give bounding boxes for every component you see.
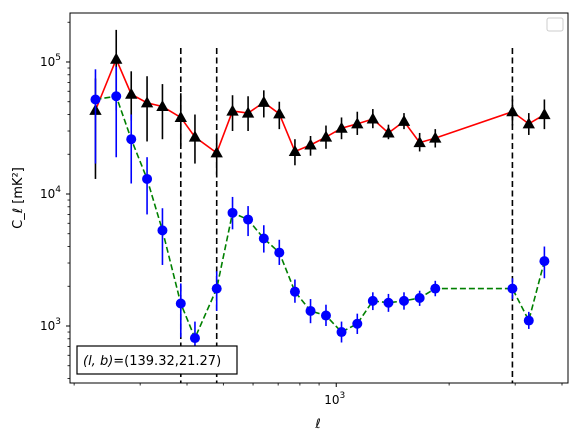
y-tick-label-1-exp: 4 bbox=[55, 185, 61, 195]
series-layer bbox=[89, 29, 551, 363]
series-1-point-23 bbox=[523, 315, 534, 326]
series-0-point-5 bbox=[174, 110, 187, 123]
legend bbox=[546, 17, 564, 32]
series-0-point-17 bbox=[366, 112, 380, 124]
series-1-point-19 bbox=[398, 295, 409, 306]
series-0-point-22 bbox=[506, 105, 519, 117]
series-1-point-5 bbox=[175, 298, 186, 309]
y-tick-label-2-base: 10 bbox=[40, 55, 55, 69]
series-1-point-24 bbox=[539, 256, 550, 267]
x-tick-label-0-base: 10 bbox=[324, 393, 339, 407]
series-1-point-3 bbox=[142, 173, 153, 184]
series-1-point-13 bbox=[305, 305, 316, 316]
x-tick-label-0-exp: 3 bbox=[340, 391, 346, 401]
series-0-point-10 bbox=[257, 95, 270, 107]
series-0-point-16 bbox=[351, 117, 364, 129]
plot-area-background bbox=[70, 13, 568, 383]
series-1 bbox=[90, 66, 550, 363]
series-0-point-15 bbox=[335, 121, 348, 133]
series-1-point-7 bbox=[211, 283, 222, 294]
series-1-point-18 bbox=[383, 297, 394, 308]
series-1-point-0 bbox=[90, 94, 101, 105]
series-1-point-9 bbox=[243, 214, 254, 225]
annotation-value: =(139.32,21.27) bbox=[113, 354, 221, 369]
series-0-point-12 bbox=[288, 144, 302, 157]
series-0-point-8 bbox=[226, 104, 239, 116]
series-0-point-20 bbox=[413, 136, 426, 148]
series-0-point-24 bbox=[538, 108, 551, 120]
series-0-point-2 bbox=[125, 87, 138, 99]
coordinate-annotation: (l, b)=(139.32,21.27) bbox=[76, 345, 238, 375]
x-axis-label: ℓ bbox=[314, 417, 320, 432]
series-1-point-22 bbox=[507, 283, 518, 294]
series-0-point-1 bbox=[110, 52, 123, 64]
series-0-point-23 bbox=[522, 117, 535, 129]
series-1-point-16 bbox=[352, 318, 363, 329]
y-tick-label-0: 103 bbox=[40, 317, 61, 333]
annotation-prefix: (l, b) bbox=[83, 354, 113, 369]
y-tick-label-2-exp: 5 bbox=[55, 53, 61, 63]
series-1-point-8 bbox=[227, 207, 238, 218]
series-0-point-11 bbox=[273, 107, 286, 119]
series-0-point-19 bbox=[397, 114, 411, 126]
series-1-point-6 bbox=[189, 333, 200, 344]
series-1-point-2 bbox=[126, 134, 137, 145]
x-tick-label-0: 103 bbox=[324, 391, 345, 407]
series-0 bbox=[89, 29, 551, 179]
y-tick-label-1: 104 bbox=[40, 185, 61, 201]
y-tick-label-2: 105 bbox=[40, 53, 61, 69]
y-axis-label: C_ℓ [mK²] bbox=[11, 167, 26, 229]
series-0-point-9 bbox=[241, 106, 255, 118]
series-1-point-11 bbox=[274, 247, 285, 258]
y-tick-label-1-base: 10 bbox=[40, 187, 55, 201]
series-0-point-14 bbox=[319, 130, 333, 142]
series-0-point-3 bbox=[140, 96, 154, 108]
y-tick-label-0-base: 10 bbox=[40, 319, 55, 333]
series-0-point-6 bbox=[188, 130, 202, 142]
series-0-point-13 bbox=[304, 138, 317, 150]
series-1-point-14 bbox=[320, 310, 331, 321]
legend-box bbox=[546, 17, 564, 32]
series-0-point-7 bbox=[210, 146, 223, 158]
annotation-box bbox=[76, 345, 238, 375]
series-1-point-20 bbox=[414, 292, 425, 303]
series-1-point-15 bbox=[336, 327, 347, 338]
series-1-point-17 bbox=[367, 295, 378, 306]
series-1-point-10 bbox=[258, 233, 269, 244]
series-0-point-21 bbox=[429, 131, 442, 143]
series-1-point-1 bbox=[111, 91, 122, 102]
y-tick-label-0-exp: 3 bbox=[55, 317, 61, 327]
series-1-point-12 bbox=[289, 286, 300, 297]
annotation-text: (l, b)=(139.32,21.27) bbox=[83, 354, 221, 369]
series-0-point-18 bbox=[382, 126, 395, 138]
series-1-point-4 bbox=[157, 225, 168, 236]
series-1-point-21 bbox=[430, 283, 441, 294]
series-0-point-4 bbox=[156, 100, 169, 112]
